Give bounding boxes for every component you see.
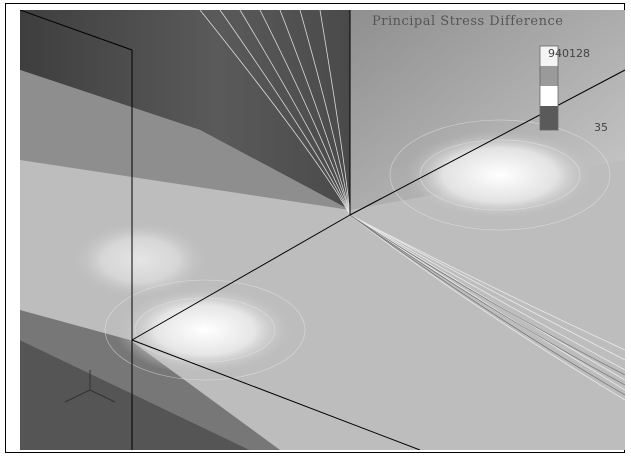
stress-contour-plot <box>20 10 625 450</box>
legend-colorbar <box>539 45 559 131</box>
z-axis-label: Z <box>53 402 61 415</box>
bounding-box <box>20 10 625 450</box>
slab-edge-face <box>20 310 280 450</box>
back-wall-face <box>20 10 350 210</box>
legend-max-label: 940128 <box>548 47 590 60</box>
left-slope-face <box>20 70 350 210</box>
stress-contour-viewport: Principal Stress Difference 940128 35 Z <box>20 10 625 450</box>
legend-min-label: 35 <box>594 121 608 134</box>
contour-fan <box>199 10 625 401</box>
contour-rings <box>104 119 611 381</box>
stress-hotspot-upper <box>405 130 595 220</box>
legend-title: Principal Stress Difference <box>372 14 564 29</box>
stress-hotspot-lower <box>115 285 295 375</box>
stress-glow-left <box>70 220 210 300</box>
image-frame: Principal Stress Difference 940128 35 Z <box>5 3 625 453</box>
contour-dark-lines <box>349 214 625 396</box>
axis-triad <box>64 370 116 403</box>
